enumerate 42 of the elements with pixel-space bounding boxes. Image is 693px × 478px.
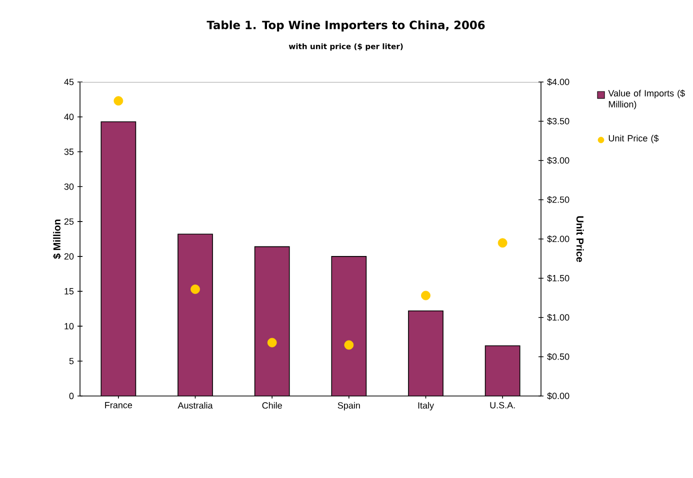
y-tick-label: 10 <box>64 323 74 330</box>
point <box>498 238 508 248</box>
legend-label: Unit Price ($ <box>608 134 659 144</box>
y2-axis-title: Unit Price <box>576 216 584 262</box>
y2-tick-label: $2.50 <box>547 196 570 204</box>
bar <box>408 310 444 396</box>
point <box>344 340 354 350</box>
y2-tick-label: $1.50 <box>547 274 570 282</box>
y-tick-label: 0 <box>69 392 74 400</box>
point <box>114 96 124 106</box>
y-tick-label: 40 <box>64 114 74 120</box>
x-tick-label: France <box>105 402 132 408</box>
bar <box>254 246 290 396</box>
point <box>190 284 200 294</box>
y2-tick-label: $3.00 <box>547 156 570 164</box>
y-tick-label: 5 <box>69 358 74 364</box>
x-tick-label: Australia <box>178 402 213 409</box>
y-axis-title: $ Million <box>52 220 62 259</box>
x-tick-label: Italy <box>418 402 434 410</box>
y2-tick-label: $4.00 <box>547 78 570 86</box>
y-tick-label: 25 <box>64 218 74 225</box>
y-tick-label: 20 <box>64 253 74 260</box>
point <box>267 338 277 348</box>
x-tick-label: Chile <box>262 402 282 409</box>
y2-tick-label: $3.50 <box>547 118 570 125</box>
y2-tick-label: $2.00 <box>547 235 570 243</box>
y-tick-label: 30 <box>64 183 74 190</box>
y2-tick-label: $1.00 <box>547 314 570 322</box>
y2-tick-label: $0.50 <box>547 353 570 360</box>
y-tick-label: 15 <box>64 288 74 294</box>
legend-label: Value of Imports ($ Million) <box>608 90 685 110</box>
bar <box>101 122 136 396</box>
x-tick-label: U.S.A. <box>490 402 515 408</box>
bar <box>332 256 366 396</box>
point <box>421 290 430 300</box>
bar <box>484 345 520 396</box>
bar <box>178 234 213 396</box>
y2-tick-label: $0.00 <box>547 392 570 400</box>
y-tick-label: 35 <box>64 148 74 155</box>
chart-title: Table 1. Top Wine Importers to China, 2006 <box>206 20 485 32</box>
y-tick-label: 45 <box>64 78 74 86</box>
x-tick-label: Spain <box>338 402 360 410</box>
